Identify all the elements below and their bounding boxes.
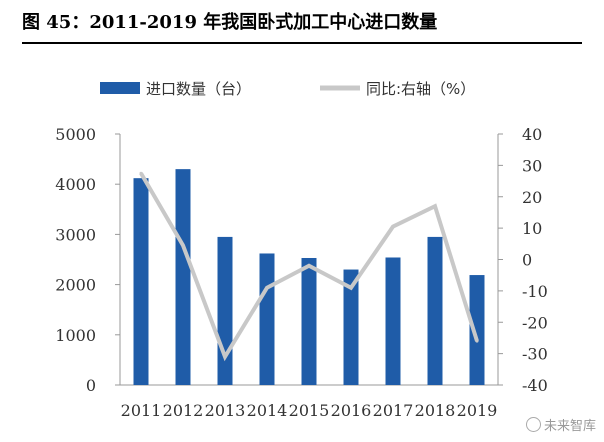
yoy-point xyxy=(391,225,395,229)
yoy-point xyxy=(307,264,311,268)
y-left-tick-label: 4000 xyxy=(55,175,96,194)
watermark-text: 未来智库 xyxy=(543,419,596,434)
yoy-point xyxy=(349,286,353,290)
x-tick-label: 2019 xyxy=(457,401,498,420)
x-tick-label: 2016 xyxy=(331,401,372,420)
yoy-point xyxy=(139,171,143,175)
y-left-tick-label: 2000 xyxy=(55,276,96,295)
y-right-tick-label: -20 xyxy=(522,313,548,332)
bar xyxy=(469,275,485,385)
x-tick-label: 2013 xyxy=(205,401,246,420)
legend-label-line: 同比:右轴（%） xyxy=(366,80,475,98)
legend-label-bar: 进口数量（台） xyxy=(146,80,251,98)
bar xyxy=(343,269,359,385)
x-tick-label: 2018 xyxy=(415,401,456,420)
bar xyxy=(259,253,275,385)
y-right-tick-label: -30 xyxy=(522,345,548,364)
y-left-tick-label: 5000 xyxy=(55,125,96,144)
chart-legend: 进口数量（台） 同比:右轴（%） xyxy=(100,80,475,98)
yoy-point xyxy=(475,339,479,343)
bar xyxy=(385,257,401,385)
x-tick-label: 2015 xyxy=(289,401,330,420)
legend-swatch-bar xyxy=(100,82,140,94)
y-left-tick-label: 0 xyxy=(86,376,96,395)
y-right-tick-label: 40 xyxy=(522,125,542,144)
yoy-point xyxy=(181,243,185,247)
bar xyxy=(427,236,443,385)
yoy-point xyxy=(433,204,437,208)
y-left-tick-label: 1000 xyxy=(55,326,96,345)
y-right-tick-label: 0 xyxy=(522,251,532,270)
y-right-tick-label: 20 xyxy=(522,188,542,207)
plot-area: 0 1000 2000 3000 4000 5000 -40 -30 -20 -10 0 10 20 30… xyxy=(55,125,547,420)
yoy-point xyxy=(265,286,269,290)
title-underline xyxy=(22,42,582,44)
y-right-tick-label: 10 xyxy=(522,219,542,238)
y-right-tick-label: -40 xyxy=(522,376,548,395)
x-tick-label: 2017 xyxy=(373,401,414,420)
watermark-icon xyxy=(525,417,541,432)
x-tick-label: 2014 xyxy=(247,401,288,420)
bar xyxy=(217,236,233,385)
chart-title: 图 45：2011-2019 年我国卧式加工中心进口数量 xyxy=(22,12,438,33)
watermark: 未来智库 xyxy=(525,415,596,434)
bar xyxy=(175,169,191,385)
y-right-tick-label: 30 xyxy=(522,156,542,175)
x-tick-label: 2012 xyxy=(163,401,204,420)
y-right-tick-label: -10 xyxy=(522,282,548,301)
x-tick-label: 2011 xyxy=(121,401,162,420)
yoy-point xyxy=(223,355,227,359)
bar xyxy=(133,178,149,385)
y-left-tick-label: 3000 xyxy=(55,225,96,244)
bar xyxy=(301,257,317,385)
